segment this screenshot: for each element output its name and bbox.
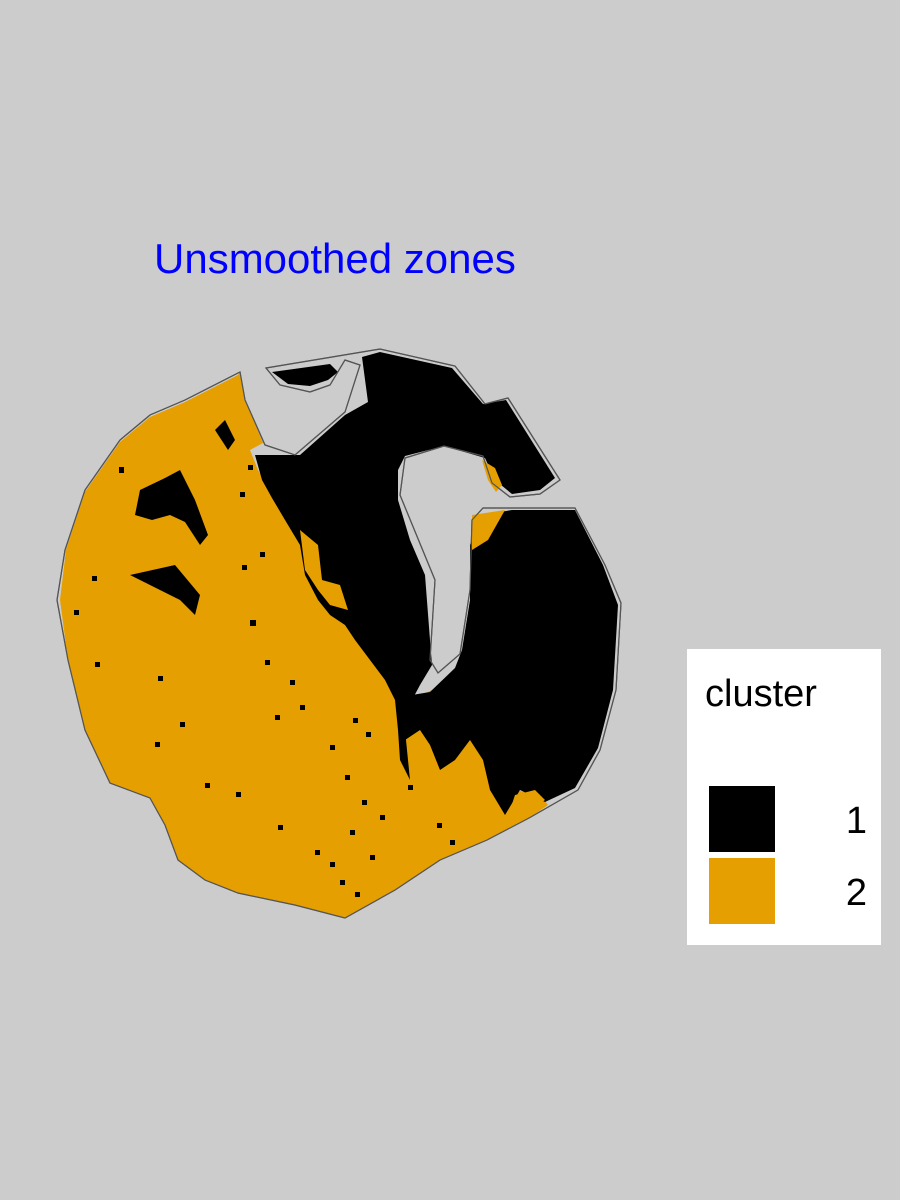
cluster-2-pocket-south <box>510 790 545 818</box>
cluster-1-zone-east <box>405 510 618 815</box>
legend: cluster 1 2 <box>687 649 881 945</box>
map-title: Unsmoothed zones <box>154 235 516 282</box>
legend-swatch-cluster-1 <box>709 786 775 852</box>
cluster-2-pocket-east <box>472 510 505 550</box>
legend-label-cluster-1: 1 <box>845 800 867 842</box>
legend-title: cluster <box>705 673 817 715</box>
cluster-1-specks <box>74 420 455 897</box>
cluster-2-pocket-central <box>300 530 348 610</box>
legend-label-cluster-2: 2 <box>845 872 867 914</box>
field-boundary-outline <box>56 348 622 919</box>
legend-swatch-cluster-2 <box>709 858 775 924</box>
cluster-1-zone-north-blob <box>272 364 338 386</box>
cluster-1-zone-central <box>255 352 555 780</box>
